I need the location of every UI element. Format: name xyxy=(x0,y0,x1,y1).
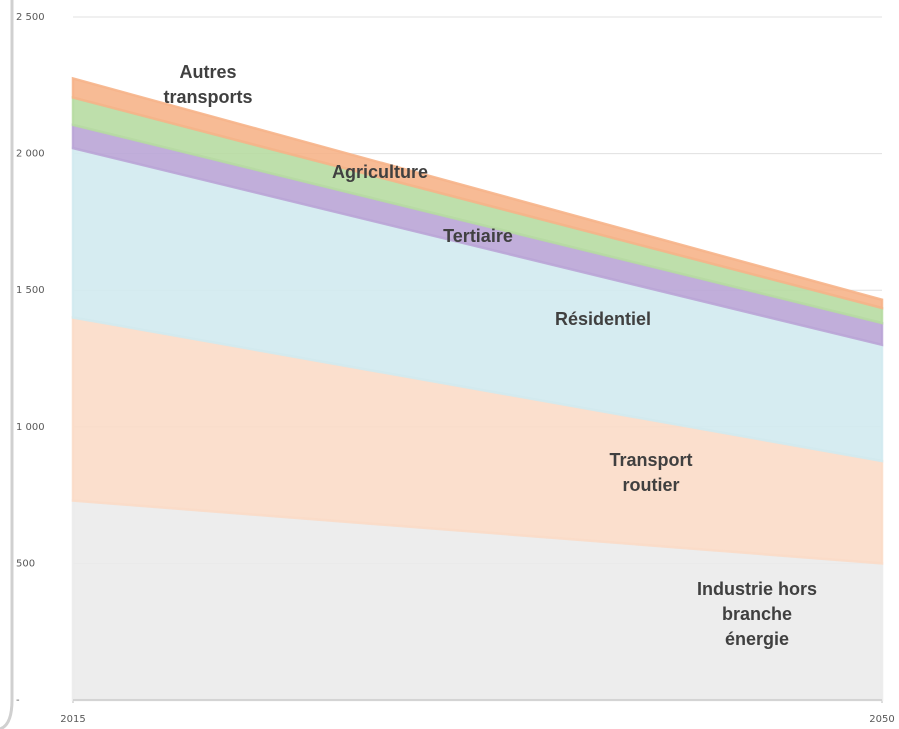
series-label: Industrie hors branche énergie xyxy=(696,579,817,650)
y-tick-label: 500 xyxy=(16,558,35,569)
series-label: Résidentiel xyxy=(554,309,652,329)
series-label: Transport routier xyxy=(609,450,693,496)
series-label: Tertiaire xyxy=(443,226,513,246)
area xyxy=(71,76,884,310)
x-tick-label: 2050 xyxy=(869,714,894,725)
series-label: Agriculture xyxy=(331,162,428,182)
y-tick-label: 2 000 xyxy=(16,149,45,160)
x-tick-label: 2015 xyxy=(60,714,85,725)
y-tick-label: - xyxy=(16,695,20,706)
y-tick-label: 2 500 xyxy=(16,12,45,23)
y-tick-label: 1 500 xyxy=(16,285,45,296)
series-label: Autres transports xyxy=(163,62,253,108)
y-tick-label: 1 000 xyxy=(16,422,45,433)
frame-edge xyxy=(0,0,14,729)
